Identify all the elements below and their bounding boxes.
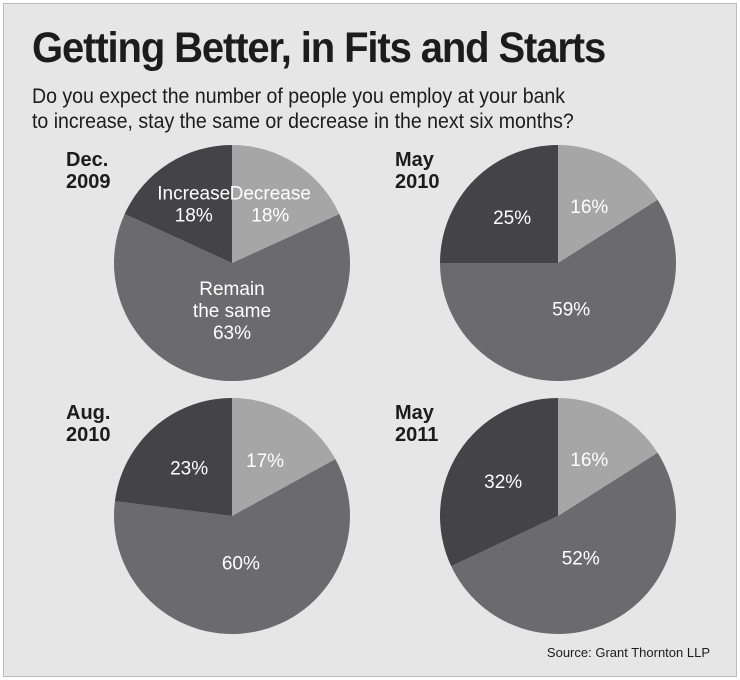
slice-label-increase: 23% (170, 458, 208, 479)
period-month: Dec. (66, 149, 108, 171)
slice-label-line: 59% (552, 299, 590, 320)
slice-label-increase: Increase 18% (157, 183, 230, 226)
period-year: 2011 (395, 424, 438, 446)
slice-label-line: Increase (157, 183, 230, 204)
slice-label-increase: 25% (493, 208, 531, 229)
pie-chart-3: 17% 60% 23% Aug. 2010 (66, 398, 350, 635)
pie-slice-remain (440, 199, 676, 381)
slice-label-line: 32% (484, 472, 522, 493)
period-label: May 2010 (395, 149, 440, 193)
slice-label-line: 52% (562, 548, 600, 569)
pie-chart-2: 16% 59% 25% May 2010 (395, 144, 676, 381)
period-month: May (395, 149, 435, 171)
slice-label-line: 63% (213, 323, 251, 344)
slice-label-line: the same (193, 301, 271, 322)
period-year: 2010 (66, 424, 111, 446)
pie-slice-remain (113, 459, 350, 635)
slice-label-line: 16% (570, 450, 608, 471)
period-label: Dec. 2009 (66, 149, 111, 193)
period-label: Aug. 2010 (66, 402, 111, 446)
period-month: May (395, 402, 435, 424)
pie-slice-increase (440, 398, 558, 567)
pie-slice-remain (113, 213, 350, 381)
slice-label-remain: Remain the same 63% (193, 279, 271, 344)
slice-label-increase: 32% (484, 472, 522, 493)
slice-label-line: 25% (493, 208, 531, 229)
slice-label-decrease: 16% (570, 197, 608, 218)
period-year: 2009 (66, 171, 111, 193)
slice-label-decrease: Decrease 18% (230, 183, 311, 226)
subtitle-line-1: Do you expect the number of people you e… (32, 85, 566, 108)
slice-label-decrease: 16% (570, 450, 608, 471)
pie-chart-4: 16% 52% 32% May 2011 (395, 397, 676, 634)
pie-slice-decrease (232, 398, 336, 516)
slice-label-line: 60% (222, 553, 260, 574)
period-label: May 2011 (395, 402, 438, 446)
slice-label-line: 16% (570, 197, 608, 218)
pie-slice-decrease (232, 145, 340, 263)
pie-slice-increase (440, 145, 558, 263)
slice-label-remain: 52% (562, 548, 600, 569)
slice-label-line: Decrease (230, 183, 311, 204)
subtitle-line-2: to increase, stay the same or decrease i… (32, 110, 574, 133)
slice-label-line: 18% (175, 205, 213, 226)
slice-label-line: 23% (170, 458, 208, 479)
slice-label-decrease: 17% (246, 451, 284, 472)
period-month: Aug. (66, 402, 110, 424)
chart-subtitle: Do you expect the number of people you e… (32, 84, 674, 134)
period-year: 2010 (395, 171, 440, 193)
chart-title: Getting Better, in Fits and Starts (32, 24, 606, 72)
source-note: Source: Grant Thornton LLP (546, 645, 710, 660)
pie-slice-remain (451, 452, 676, 634)
slice-label-line: 18% (251, 205, 289, 226)
slice-label-line: Remain (199, 279, 264, 300)
pie-slice-decrease (558, 144, 658, 263)
pie-slice-increase (114, 398, 232, 516)
pie-chart-1: Decrease 18%Remain the same 63%Increase 18%D… (66, 145, 350, 381)
pie-slice-increase (124, 145, 232, 263)
slice-label-remain: 59% (552, 299, 590, 320)
slice-label-line: 17% (246, 451, 284, 472)
pie-slice-decrease (558, 397, 658, 516)
slice-label-remain: 60% (222, 553, 260, 574)
